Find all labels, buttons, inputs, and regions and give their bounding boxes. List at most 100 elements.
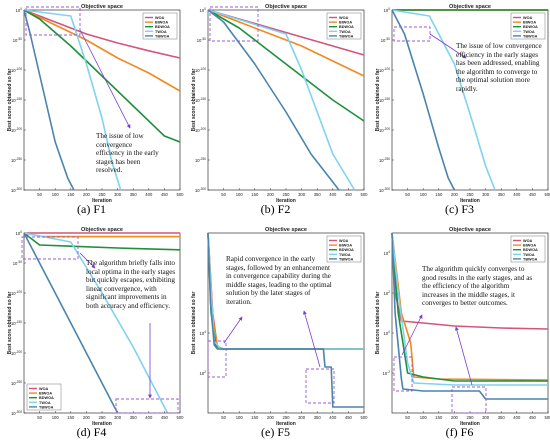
x-tick-label-c: 100 <box>420 192 428 197</box>
annotation-f: The algorithm quickly converges to good … <box>422 265 533 308</box>
x-tick-label-d: 400 <box>145 415 153 420</box>
legend-label-tbwoa: TBWOA <box>155 34 170 38</box>
y-axis-label-e: Best score obtained so far <box>191 292 197 355</box>
y-tick-label-a: 10-300 <box>11 187 22 193</box>
series-line-tbwoa-f <box>391 232 548 400</box>
x-axis-label-d: Iteration <box>92 421 112 427</box>
plot-area-a <box>23 9 181 191</box>
chart-c: Objective space Iteration Best score obtai… <box>375 4 550 204</box>
x-tick-label-e: 300 <box>298 415 306 420</box>
panel-f: Objective space Iteration Best score obtai… <box>368 223 550 446</box>
highlight-box-a <box>25 6 81 36</box>
x-tick-label-b: 250 <box>283 192 291 197</box>
y-tick-label-b: 10-150 <box>195 97 206 103</box>
y-tick-label-b: 10-300 <box>195 187 206 193</box>
x-tick-label-c: 250 <box>467 192 475 197</box>
x-tick-label-a: 50 <box>37 192 42 197</box>
x-tick-label-b: 150 <box>251 192 259 197</box>
annotation-arrow-c <box>429 33 467 59</box>
chart-title-b: Objective space <box>265 4 307 10</box>
y-tick-label-d: 10-300 <box>11 410 22 416</box>
series-line-tbwoa-d <box>23 232 119 414</box>
caption-e: (e) F5 <box>261 425 290 439</box>
x-axis-label-a: Iteration <box>92 198 112 204</box>
y-tick-label-c: 10-100 <box>379 67 390 73</box>
legend-label-tbwoa: TBWOA <box>39 405 54 409</box>
x-tick-label-e: 350 <box>314 415 322 420</box>
panel-d: Objective space Iteration Best score obtai… <box>0 223 184 446</box>
y-tick-label-c: 10-150 <box>379 97 390 103</box>
x-tick-label-c: 450 <box>529 192 537 197</box>
y-axis-label-c: Best score obtained so far <box>375 69 381 132</box>
x-tick-label-b: 200 <box>267 192 275 197</box>
x-tick-label-d: 350 <box>130 415 138 420</box>
x-tick-label-a: 400 <box>145 192 153 197</box>
chart-title-a: Objective space <box>81 4 123 10</box>
highlight-box-d <box>21 236 79 260</box>
legend-label-twoa: TWOA <box>523 253 535 257</box>
series-line-twoa-b <box>207 9 356 191</box>
x-tick-label-e: 400 <box>329 415 337 420</box>
y-axis-label-b: Best score obtained so far <box>191 69 197 132</box>
legend-label-tbwoa: TBWOA <box>523 257 538 261</box>
y-tick-label-a: 100 <box>16 7 23 13</box>
x-tick-label-b: 100 <box>236 192 244 197</box>
x-axis-label-b: Iteration <box>276 198 296 204</box>
x-tick-label-a: 200 <box>83 192 91 197</box>
y-tick-label-a: 10-250 <box>11 157 22 163</box>
y-tick-label-d: 10-150 <box>11 320 22 326</box>
x-tick-label-f: 150 <box>435 415 443 420</box>
legend-label-tbwoa: TBWOA <box>339 34 354 38</box>
series-line-biwoa-b <box>207 9 365 77</box>
annotation-arrow-e <box>302 310 321 368</box>
y-tick-label-f: 10-2 <box>382 370 390 376</box>
annotation-c: The issue of low convergence efficiency … <box>456 42 542 93</box>
series-line-bdwoa-b <box>207 9 365 122</box>
legend-label-biwoa: BIWOA <box>523 244 536 248</box>
y-tick-label-e: 104 <box>200 330 207 336</box>
legend-label-woa: WOA <box>39 387 49 391</box>
y-axis-label-d: Best score obtained so far <box>7 292 13 355</box>
panel-c: Objective space Iteration Best score obtai… <box>368 0 550 223</box>
legend-label-woa: WOA <box>339 16 349 20</box>
legend-label-biwoa: BIWOA <box>339 244 352 248</box>
legend-label-bdwoa: BDWOA <box>339 25 354 29</box>
x-tick-label-b: 400 <box>329 192 337 197</box>
x-tick-label-e: 100 <box>236 415 244 420</box>
x-tick-label-c: 150 <box>435 192 443 197</box>
x-tick-label-a: 350 <box>130 192 138 197</box>
legend-label-bdwoa: BDWOA <box>523 25 538 29</box>
y-tick-label-b: 10-200 <box>195 127 206 133</box>
y-tick-label-d: 10-250 <box>11 380 22 386</box>
chart-title-c: Objective space <box>449 4 491 10</box>
x-tick-label-b: 50 <box>221 192 226 197</box>
plot-area-e <box>207 232 365 414</box>
y-tick-label-c: 10-50 <box>381 37 391 43</box>
x-tick-label-e: 250 <box>283 415 291 420</box>
highlight-box-f <box>393 356 413 392</box>
x-tick-label-b: 450 <box>345 192 353 197</box>
x-tick-label-c: 50 <box>405 192 410 197</box>
annotation-arrow-f <box>401 314 423 356</box>
x-tick-label-e: 500 <box>361 415 369 420</box>
caption-a: (a) F1 <box>77 202 106 216</box>
caption-c: (c) F3 <box>445 202 474 216</box>
x-tick-label-f: 250 <box>467 415 475 420</box>
x-tick-label-d: 450 <box>161 415 169 420</box>
chart-f: Objective space Iteration Best score obtai… <box>375 227 550 427</box>
x-tick-label-d: 300 <box>114 415 122 420</box>
chart-title-f: Objective space <box>449 227 491 233</box>
y-tick-label-d: 100 <box>16 230 23 236</box>
highlight-box-f <box>451 386 487 414</box>
x-tick-label-a: 500 <box>177 192 185 197</box>
y-tick-label-e: 102 <box>200 370 207 376</box>
annotation-arrow-f <box>454 326 473 386</box>
x-tick-label-f: 500 <box>545 415 550 420</box>
y-tick-label-d: 10-50 <box>13 260 23 266</box>
annotation-a: The issue of low convergence efficiency … <box>96 132 159 175</box>
chart-title-d: Objective space <box>81 227 123 233</box>
x-tick-label-c: 500 <box>545 192 550 197</box>
x-tick-label-c: 350 <box>498 192 506 197</box>
y-tick-label-b: 10-250 <box>195 157 206 163</box>
y-tick-label-a: 10-150 <box>11 97 22 103</box>
